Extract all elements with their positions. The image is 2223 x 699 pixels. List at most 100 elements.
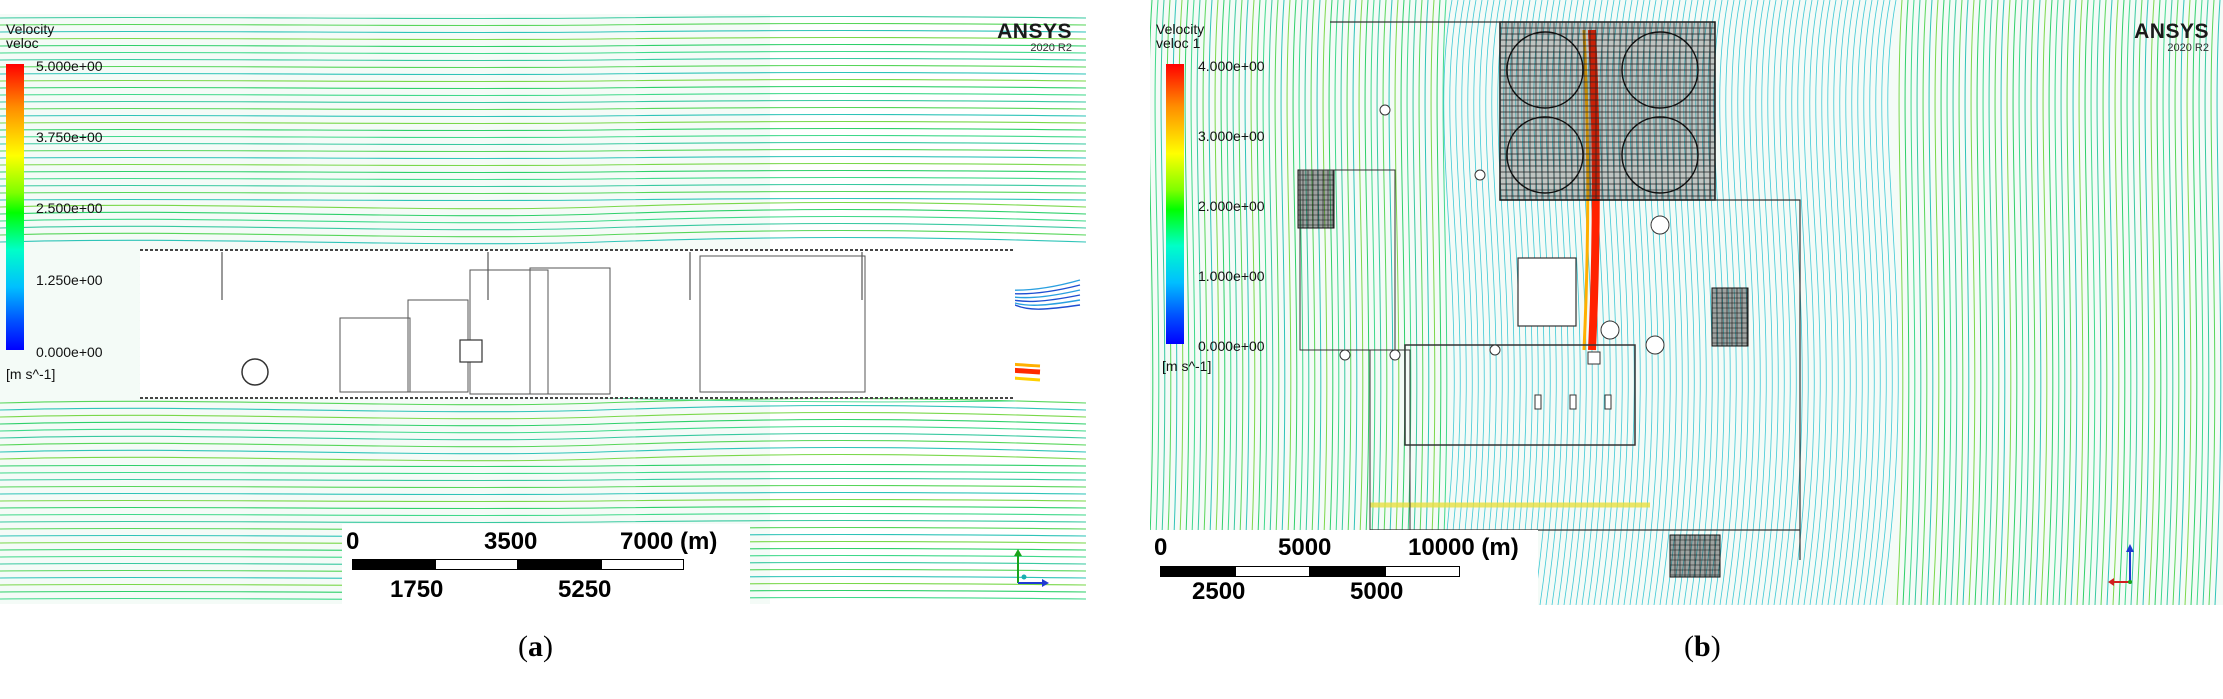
streamline bbox=[0, 43, 1086, 48]
streamline bbox=[1914, 0, 1922, 605]
structure-outline bbox=[529, 267, 611, 395]
panel-a-scale-bar: 0 3500 7000 (m) 1750 5250 bbox=[342, 524, 750, 605]
streamline bbox=[1815, 0, 1833, 605]
streamline bbox=[0, 134, 1086, 139]
streamline bbox=[0, 215, 1086, 224]
small-grid bbox=[1711, 287, 1749, 347]
panel-b-ansys-logo: ANSYS 2020 R2 bbox=[2134, 20, 2209, 54]
streamline bbox=[1497, 0, 1515, 605]
streamline bbox=[1290, 0, 1298, 605]
streamline bbox=[0, 176, 1086, 181]
streamline bbox=[1473, 0, 1491, 605]
streamline bbox=[1701, 0, 1719, 605]
streamline bbox=[2022, 0, 2030, 605]
streamline bbox=[1629, 0, 1647, 605]
streamline bbox=[1920, 0, 1928, 605]
structure-block bbox=[459, 339, 483, 363]
panel-a-legend-tick: 3.750e+00 bbox=[36, 129, 103, 145]
streamline bbox=[0, 85, 1086, 90]
panel-b-legend-variable: veloc 1 bbox=[1156, 35, 1201, 51]
streamline bbox=[1827, 0, 1845, 605]
streamline bbox=[0, 99, 1086, 104]
streamline bbox=[0, 404, 1086, 413]
streamline bbox=[1611, 0, 1629, 605]
streamline bbox=[1902, 0, 1910, 605]
streamline bbox=[1689, 0, 1707, 605]
streamline bbox=[1437, 0, 1455, 605]
streamline bbox=[1344, 0, 1352, 605]
panel-a-colorbar bbox=[6, 64, 24, 350]
pile-circle bbox=[1339, 349, 1351, 361]
streamline bbox=[1833, 0, 1851, 605]
streamline bbox=[1236, 0, 1244, 605]
streamline bbox=[1212, 0, 1220, 605]
streamline bbox=[2214, 0, 2222, 605]
streamline bbox=[1410, 0, 1418, 605]
streamline bbox=[0, 222, 1086, 231]
streamline bbox=[1695, 0, 1713, 605]
streamline bbox=[1278, 0, 1286, 605]
panel-b-scale-label: 10000 (m) bbox=[1408, 534, 1519, 561]
streamline bbox=[1398, 0, 1406, 605]
panel-a-caption-letter: a bbox=[528, 630, 543, 663]
streamline bbox=[1896, 0, 1904, 605]
structure-outline bbox=[339, 317, 411, 393]
site-outline bbox=[1330, 21, 1801, 560]
streamline bbox=[1605, 0, 1623, 605]
building-outline bbox=[1299, 169, 1396, 351]
panel-a-scale-label: 3500 bbox=[484, 528, 538, 555]
streamline bbox=[1968, 0, 1976, 605]
streamline bbox=[1218, 0, 1226, 605]
streamline bbox=[0, 201, 1086, 210]
jet-source-block bbox=[1587, 351, 1601, 365]
streamline bbox=[0, 491, 1086, 496]
streamline bbox=[1875, 0, 1893, 605]
streamline bbox=[2058, 0, 2066, 605]
streamline bbox=[1368, 0, 1376, 605]
streamline bbox=[1767, 0, 1785, 605]
streamline bbox=[0, 92, 1086, 97]
streamline bbox=[1845, 0, 1863, 605]
streamline bbox=[0, 50, 1086, 55]
streamline bbox=[1416, 0, 1424, 605]
streamline bbox=[2004, 0, 2012, 605]
streamline bbox=[1422, 0, 1430, 605]
streamline bbox=[1479, 0, 1497, 605]
streamline bbox=[1428, 0, 1436, 605]
streamline bbox=[1665, 0, 1683, 605]
panel-b-scale-segment bbox=[1310, 566, 1385, 577]
pier-block bbox=[1604, 394, 1612, 410]
panel-b-legend-tick: 0.000e+00 bbox=[1198, 338, 1265, 354]
streamline bbox=[0, 484, 1086, 489]
streamline bbox=[0, 425, 1086, 434]
streamline bbox=[0, 162, 1086, 167]
panel-b-streamline-group bbox=[1150, 0, 2222, 605]
streamline bbox=[1434, 0, 1442, 605]
panel-b-legend-tick: 2.000e+00 bbox=[1198, 198, 1265, 214]
streamline bbox=[1599, 0, 1617, 605]
streamline bbox=[1713, 0, 1731, 605]
streamline bbox=[1150, 0, 1154, 551]
streamline bbox=[1974, 0, 1982, 605]
streamline bbox=[2070, 0, 2078, 605]
streamline bbox=[0, 229, 1086, 238]
panel-a-channel bbox=[140, 250, 1015, 398]
streamline bbox=[0, 463, 1086, 468]
streamline bbox=[1272, 0, 1280, 605]
streamline bbox=[1569, 0, 1587, 605]
streamline bbox=[1938, 0, 1946, 605]
streamline bbox=[1194, 0, 1202, 605]
streamline bbox=[1653, 0, 1671, 605]
streamline bbox=[2190, 0, 2198, 605]
streamline bbox=[0, 113, 1086, 118]
streamline bbox=[0, 439, 1086, 448]
grid-box bbox=[1499, 21, 1716, 201]
panel-b-scale-segment bbox=[1235, 566, 1310, 577]
streamline bbox=[1863, 0, 1881, 605]
pile-circle bbox=[1600, 320, 1620, 340]
streamline bbox=[2124, 0, 2132, 605]
streamline bbox=[1719, 0, 1737, 605]
streamline bbox=[0, 36, 1086, 41]
streamline bbox=[1302, 0, 1310, 605]
streamline bbox=[2148, 0, 2156, 605]
